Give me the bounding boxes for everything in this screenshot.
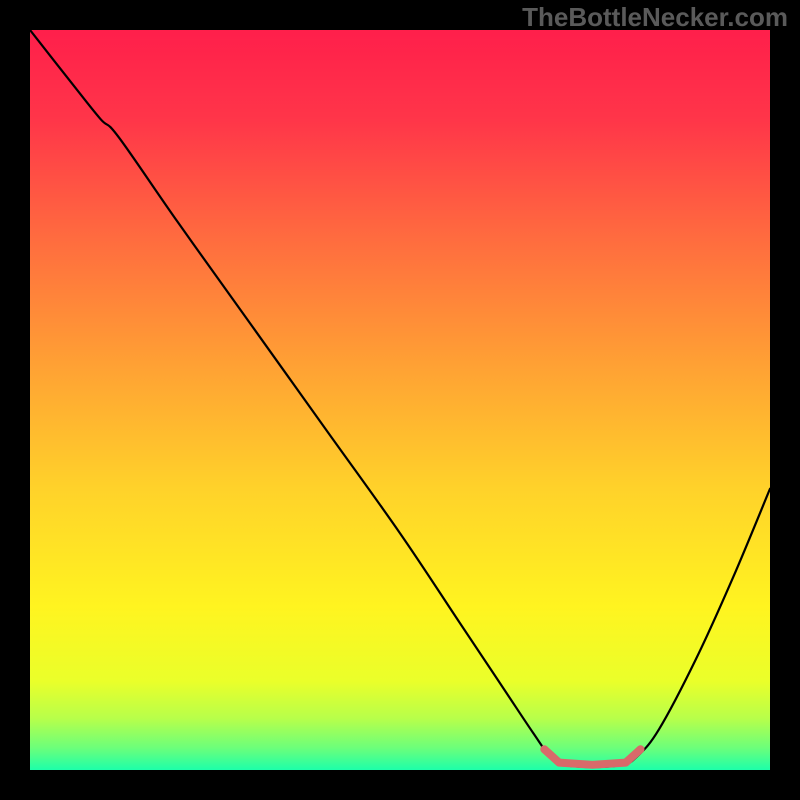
flat-region-highlight <box>544 749 640 765</box>
chart-container: TheBottleNecker.com <box>0 0 800 800</box>
plot-area <box>30 30 770 770</box>
highlight-layer <box>30 30 770 770</box>
watermark-text: TheBottleNecker.com <box>522 2 788 33</box>
